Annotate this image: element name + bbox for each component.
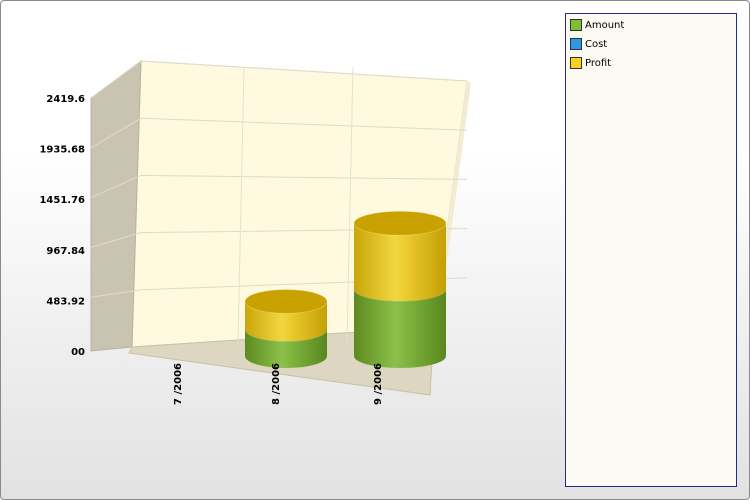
legend-item-amount: Amount (570, 18, 624, 32)
bars (244, 210, 447, 368)
x-category-label: 9 /2006 (373, 363, 384, 405)
gridline (346, 66, 354, 342)
bar-top (353, 210, 447, 236)
legend-label: Amount (585, 19, 625, 31)
gridline (90, 117, 468, 149)
gridline (90, 60, 468, 99)
bar-body (354, 223, 446, 302)
y-tick-label: 967.84 (46, 246, 85, 257)
y-axis-ticks: 00 483.92 967.84 1451.76 1935.68 2419.6 (39, 94, 85, 358)
legend: Amount Cost Profit (565, 13, 737, 487)
y-tick-label: 1451.76 (39, 195, 85, 206)
y-tick-label: 00 (71, 347, 85, 358)
x-axis-categories: 7 /2006 8 /2006 9 /2006 (173, 363, 384, 405)
legend-swatch (570, 57, 582, 69)
legend-item-cost: Cost (570, 37, 607, 51)
x-category-label: 8 /2006 (271, 363, 282, 405)
gridline (237, 66, 245, 342)
legend-swatch (570, 19, 582, 31)
bar-body (354, 289, 446, 368)
bar-top (244, 288, 328, 314)
legend-swatch (570, 38, 582, 50)
y-tick-label: 1935.68 (39, 145, 85, 156)
y-tick-label: 2419.6 (46, 94, 85, 105)
gridlines (90, 60, 468, 342)
gridline (90, 174, 468, 199)
left-wall (90, 59, 142, 352)
bar-profit-2 (353, 210, 447, 302)
y-tick-label: 483.92 (46, 296, 85, 307)
x-category-label: 7 /2006 (173, 363, 184, 405)
legend-label: Cost (585, 38, 608, 50)
legend-label: Profit (585, 57, 612, 69)
bar-profit-1 (244, 288, 328, 342)
legend-item-profit: Profit (570, 56, 611, 70)
